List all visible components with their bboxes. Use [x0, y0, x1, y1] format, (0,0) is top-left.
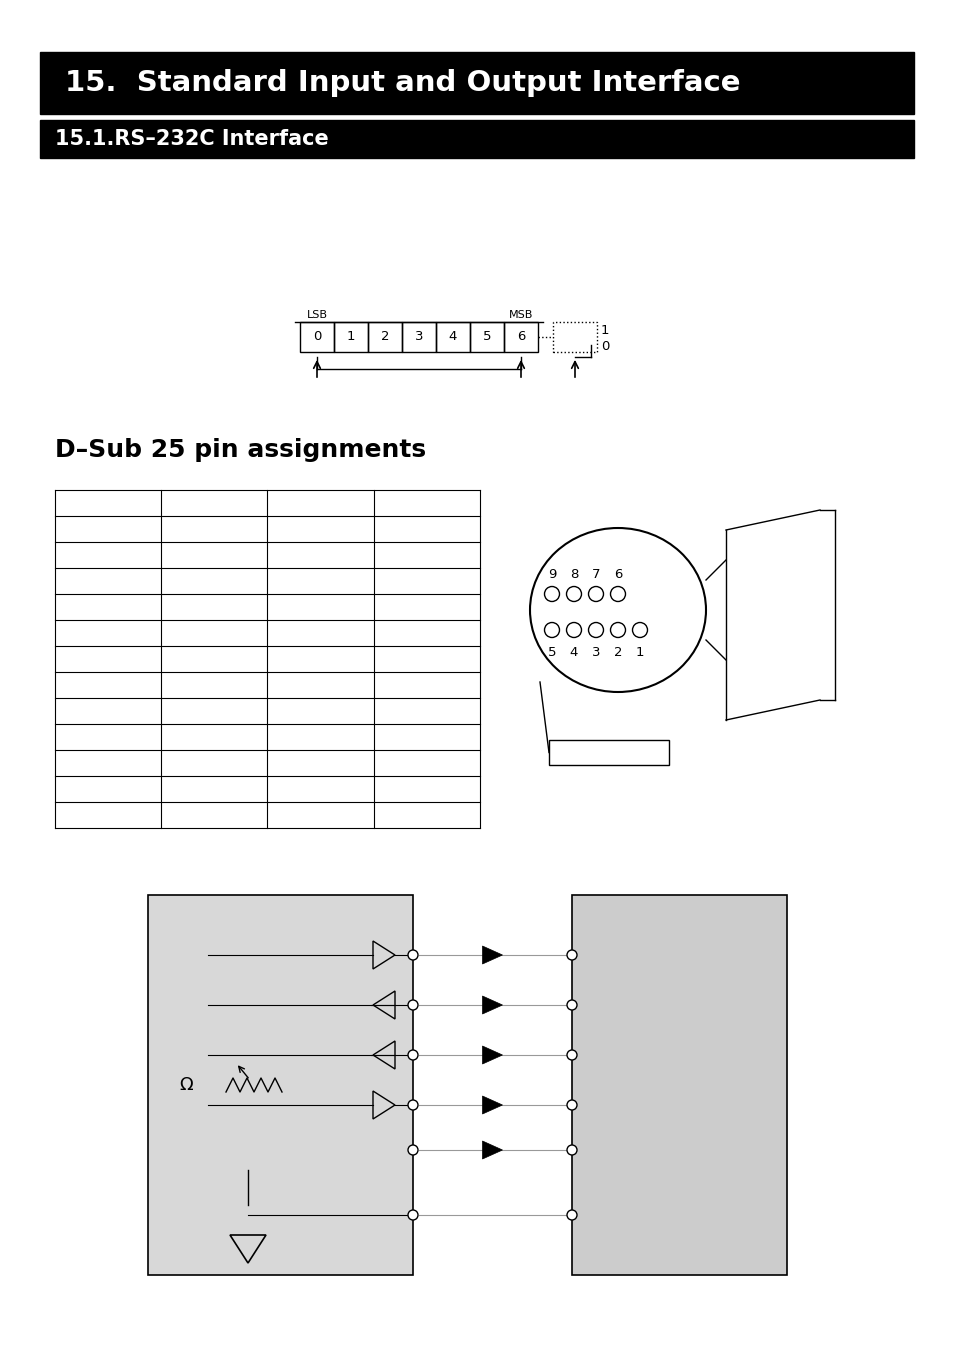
Text: LSB: LSB: [306, 310, 327, 320]
Bar: [40, 53, 913, 113]
Circle shape: [544, 586, 558, 602]
Text: Ω: Ω: [179, 1076, 193, 1094]
Bar: [503, 323, 537, 352]
Circle shape: [632, 622, 647, 637]
Bar: [40, 120, 913, 158]
Text: D–Sub 25 pin assignments: D–Sub 25 pin assignments: [55, 437, 426, 462]
Bar: [299, 323, 334, 352]
Text: 5: 5: [547, 645, 556, 659]
Text: 2: 2: [613, 645, 621, 659]
Circle shape: [566, 622, 581, 637]
Circle shape: [588, 622, 603, 637]
Polygon shape: [482, 996, 502, 1014]
Bar: [553, 323, 597, 352]
Text: 2: 2: [380, 331, 389, 343]
Bar: [470, 323, 503, 352]
Bar: [436, 323, 470, 352]
Bar: [548, 740, 668, 765]
Circle shape: [408, 1050, 417, 1060]
Text: 0: 0: [600, 339, 609, 352]
Circle shape: [544, 622, 558, 637]
Circle shape: [566, 1000, 577, 1010]
Text: 8: 8: [569, 567, 578, 580]
Circle shape: [408, 1210, 417, 1220]
Polygon shape: [482, 946, 502, 964]
Text: 6: 6: [517, 331, 525, 343]
Circle shape: [566, 1210, 577, 1220]
Text: 5: 5: [482, 331, 491, 343]
Bar: [368, 323, 401, 352]
Text: 4: 4: [448, 331, 456, 343]
Circle shape: [566, 1100, 577, 1110]
Text: 4: 4: [569, 645, 578, 659]
Polygon shape: [482, 1096, 502, 1114]
Text: 9: 9: [547, 567, 556, 580]
Text: 0: 0: [313, 331, 321, 343]
Text: 7: 7: [591, 567, 599, 580]
Text: 6: 6: [613, 567, 621, 580]
Text: 3: 3: [415, 331, 423, 343]
Polygon shape: [482, 1141, 502, 1160]
Bar: [572, 895, 786, 1274]
Circle shape: [610, 586, 625, 602]
Text: 1: 1: [600, 324, 609, 336]
Circle shape: [408, 950, 417, 960]
Circle shape: [588, 586, 603, 602]
Circle shape: [566, 1145, 577, 1156]
Text: 15.  Standard Input and Output Interface: 15. Standard Input and Output Interface: [65, 69, 740, 97]
Circle shape: [408, 1145, 417, 1156]
Bar: [334, 323, 368, 352]
Text: 1: 1: [346, 331, 355, 343]
Circle shape: [566, 586, 581, 602]
Text: 1: 1: [635, 645, 643, 659]
Bar: [148, 895, 413, 1274]
Circle shape: [408, 1100, 417, 1110]
Polygon shape: [482, 1046, 502, 1064]
Text: 15.1.RS–232C Interface: 15.1.RS–232C Interface: [55, 130, 329, 148]
Text: MSB: MSB: [508, 310, 533, 320]
Circle shape: [566, 1050, 577, 1060]
Circle shape: [566, 950, 577, 960]
Bar: [401, 323, 436, 352]
Text: 3: 3: [591, 645, 599, 659]
Circle shape: [610, 622, 625, 637]
Circle shape: [408, 1000, 417, 1010]
